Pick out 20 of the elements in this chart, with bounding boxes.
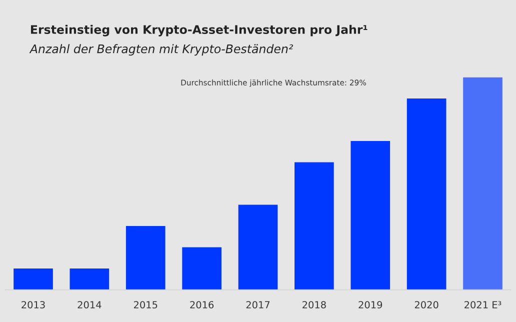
x-tick-label: 2018	[302, 301, 326, 308]
x-tick-label: 2021 E³	[464, 301, 502, 308]
x-tick-label: 2013	[22, 301, 45, 308]
x-tick-label: 2019	[358, 301, 382, 308]
bar	[70, 268, 110, 290]
x-tick-label: 2016	[190, 301, 214, 308]
chart-title: Ersteinstieg von Krypto-Asset-Investoren pro Jahr¹	[31, 24, 368, 36]
bar	[406, 98, 446, 290]
chart-subtitle: Anzahl der Befragten mit Krypto-Beständen²	[29, 44, 294, 56]
bar	[350, 141, 390, 290]
x-tick-label: 2014	[78, 301, 102, 308]
bar	[463, 77, 502, 290]
bar	[182, 247, 222, 290]
bar	[294, 162, 334, 290]
bar	[238, 204, 278, 290]
bar	[126, 226, 166, 290]
bar	[14, 268, 53, 290]
x-tick-label: 2017	[246, 301, 270, 308]
x-tick-label: 2020	[414, 301, 438, 308]
x-tick-label: 2015	[134, 301, 158, 308]
